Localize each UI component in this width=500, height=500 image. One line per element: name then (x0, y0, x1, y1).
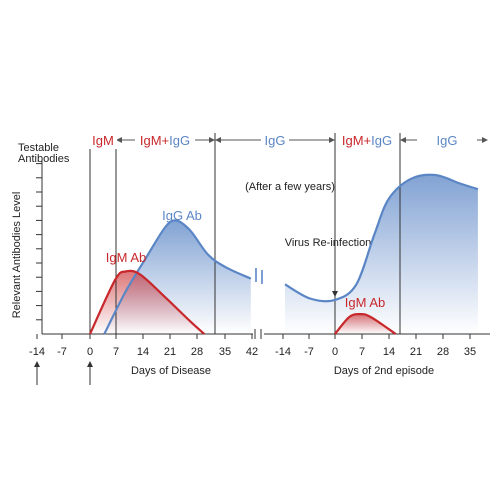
phase-label-p3: IgG (265, 133, 286, 148)
x-tick-label: -7 (304, 346, 314, 358)
phase-label-p4: IgM+IgG (342, 133, 392, 148)
igm-series-label-episode-2: IgM Ab (345, 295, 385, 310)
arrowhead (116, 137, 122, 143)
x-tick-label: 28 (437, 346, 449, 358)
x-tick-label: 0 (332, 346, 338, 358)
curve-lines (89, 173, 479, 335)
phase-label-part: IgM (342, 133, 364, 148)
phase-label-part: IgM (140, 133, 162, 148)
x-tick-label: 0 (87, 346, 93, 358)
phase-label-bg (89, 131, 117, 149)
phase-label-p2: IgM+IgG (140, 133, 190, 148)
igm-fill-episode-2 (335, 314, 396, 334)
phase-label-part: IgG (437, 133, 458, 148)
igg-series-label: IgG Ab (162, 208, 202, 223)
igg-line-episode-1 (103, 219, 252, 335)
phase-label-part: IgG (169, 133, 190, 148)
x-tick-label: 35 (464, 346, 476, 358)
phase-label-bg (135, 131, 195, 149)
arrowhead (215, 137, 221, 143)
x-axis-label-disease: Days of Disease (131, 365, 211, 377)
x-tick-label: 7 (359, 346, 365, 358)
phase-label-bg (337, 131, 397, 149)
arrowhead (329, 137, 335, 143)
igg-line-episode-2 (284, 173, 479, 303)
event-arrowhead (87, 361, 93, 367)
x-tick-label: 35 (219, 346, 231, 358)
phase-label-part: IgG (265, 133, 286, 148)
phase-label-p1: IgM (92, 133, 114, 148)
x-tick-label: 42 (246, 346, 258, 358)
phase-label-part: IgG (371, 133, 392, 148)
igm-fill-episode-1 (90, 270, 205, 334)
after-few-years-annotation: (After a few years) (245, 181, 335, 193)
chart-frame (34, 131, 490, 385)
x-tick-label: 14 (383, 346, 395, 358)
phase-label-part: + (364, 133, 372, 148)
phase-label-part: IgM (92, 133, 114, 148)
x-tick-label: 21 (164, 346, 176, 358)
phase-label-bg (261, 131, 289, 149)
reinfection-arrowhead (332, 291, 338, 297)
y-axis-label: Relevant Antibodies Level (11, 192, 23, 319)
phase-label-part: + (162, 133, 170, 148)
phase-label-bg (417, 131, 477, 149)
testable-antibodies-label-2: Antibodies (18, 153, 70, 165)
x-tick-label: 21 (410, 346, 422, 358)
igg-fill-episode-2 (284, 174, 478, 334)
x-tick-label: 14 (137, 346, 149, 358)
curve-fills (90, 174, 478, 334)
virus-reinfection-annotation: Virus Re-infection (285, 237, 372, 249)
igm-line-episode-2 (334, 312, 397, 335)
x-tick-label: -7 (57, 346, 67, 358)
x-tick-label: 28 (191, 346, 203, 358)
x-axis-label-second-episode: Days of 2nd episode (334, 365, 434, 377)
phase-label-p5: IgG (437, 133, 458, 148)
arrowhead (209, 137, 215, 143)
event-arrowhead (34, 361, 40, 367)
x-tick-label: -14 (275, 346, 291, 358)
arrowhead (400, 137, 406, 143)
arrowhead (482, 137, 488, 143)
igm-series-label-episode-1: IgM Ab (106, 250, 146, 265)
x-tick-label: -14 (29, 346, 45, 358)
x-tick-label: 7 (113, 346, 119, 358)
testable-antibodies-label: Testable (18, 142, 59, 154)
igm-line-episode-1 (89, 269, 206, 335)
